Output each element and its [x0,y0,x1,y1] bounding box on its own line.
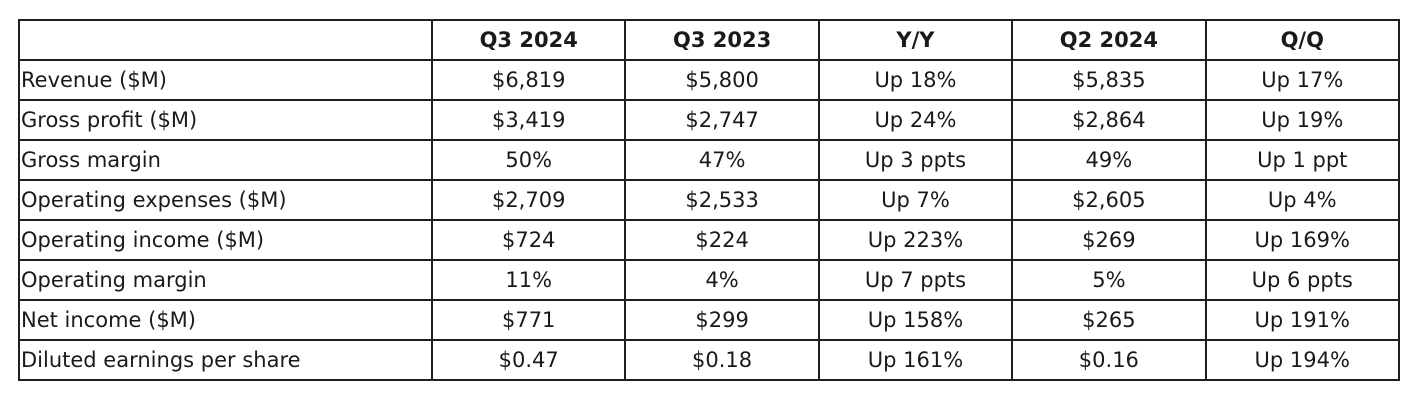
cell-yoy-change: Up 24% [817,99,1014,141]
cell-q3-2023-value: $224 [624,219,820,261]
cell-q3-2024-value: 11% [430,259,627,301]
cell-metric-label: Gross profit ($M) [18,99,433,141]
table-row: Gross margin 50% 47% Up 3 ppts 49% Up 1 ppt [18,139,1400,181]
cell-qoq-change: Up 6 ppts [1204,259,1400,301]
cell-q3-2024-value: $0.47 [430,339,627,381]
cell-qoq-change: Up 1 ppt [1204,139,1400,181]
cell-q3-2024-value: $771 [430,299,627,341]
cell-q2-2024-value: $269 [1011,219,1207,261]
cell-q3-2024-value: $6,819 [430,59,627,101]
table-body: Revenue ($M) $6,819 $5,800 Up 18% $5,835 Up 1… [18,59,1400,381]
cell-q3-2024-value: $724 [430,219,627,261]
cell-q2-2024-value: $265 [1011,299,1207,341]
header-cell-yoy: Y/Y [817,19,1014,61]
cell-qoq-change: Up 4% [1204,179,1400,221]
cell-metric-label: Operating expenses ($M) [18,179,433,221]
cell-q3-2023-value: $5,800 [624,59,820,101]
cell-q2-2024-value: $5,835 [1011,59,1207,101]
cell-q3-2024-value: 50% [430,139,627,181]
cell-qoq-change: Up 191% [1204,299,1400,341]
cell-qoq-change: Up 194% [1204,339,1400,381]
header-cell-metric [18,19,433,61]
table-row: Operating expenses ($M) $2,709 $2,533 Up 7%… [18,179,1400,221]
cell-q3-2023-value: 47% [624,139,820,181]
cell-q2-2024-value: $2,605 [1011,179,1207,221]
table-row: Operating margin 11% 4% Up 7 ppts 5% Up 6 ppt… [18,259,1400,301]
cell-q3-2023-value: 4% [624,259,820,301]
table-row: Operating income ($M) $724 $224 Up 223% $269… [18,219,1400,261]
cell-metric-label: Operating margin [18,259,433,301]
cell-yoy-change: Up 18% [817,59,1014,101]
cell-yoy-change: Up 7 ppts [817,259,1014,301]
cell-q2-2024-value: $0.16 [1011,339,1207,381]
cell-metric-label: Gross margin [18,139,433,181]
header-cell-qoq: Q/Q [1204,19,1400,61]
cell-yoy-change: Up 3 ppts [817,139,1014,181]
table-row: Gross profit ($M) $3,419 $2,747 Up 24% $2,86… [18,99,1400,141]
cell-metric-label: Net income ($M) [18,299,433,341]
cell-yoy-change: Up 7% [817,179,1014,221]
cell-metric-label: Diluted earnings per share [18,339,433,381]
cell-qoq-change: Up 19% [1204,99,1400,141]
table-row: Net income ($M) $771 $299 Up 158% $265 Up 191… [18,299,1400,341]
header-row: Q3 2024 Q3 2023 Y/Y Q2 2024 Q/Q [18,19,1400,61]
financial-summary-table: Q3 2024 Q3 2023 Y/Y Q2 2024 Q/Q Revenue … [18,19,1400,381]
cell-q3-2023-value: $2,747 [624,99,820,141]
header-cell-q2-2024: Q2 2024 [1011,19,1207,61]
cell-q2-2024-value: 5% [1011,259,1207,301]
cell-metric-label: Operating income ($M) [18,219,433,261]
table-row: Revenue ($M) $6,819 $5,800 Up 18% $5,835 Up 1… [18,59,1400,101]
header-cell-q3-2024: Q3 2024 [430,19,627,61]
cell-qoq-change: Up 169% [1204,219,1400,261]
cell-yoy-change: Up 158% [817,299,1014,341]
cell-metric-label: Revenue ($M) [18,59,433,101]
cell-q3-2023-value: $0.18 [624,339,820,381]
cell-qoq-change: Up 17% [1204,59,1400,101]
cell-q2-2024-value: $2,864 [1011,99,1207,141]
cell-q3-2023-value: $2,533 [624,179,820,221]
cell-yoy-change: Up 161% [817,339,1014,381]
header-cell-q3-2023: Q3 2023 [624,19,820,61]
cell-q2-2024-value: 49% [1011,139,1207,181]
table-row: Diluted earnings per share $0.47 $0.18 Up 1… [18,339,1400,381]
cell-q3-2023-value: $299 [624,299,820,341]
cell-yoy-change: Up 223% [817,219,1014,261]
cell-q3-2024-value: $3,419 [430,99,627,141]
cell-q3-2024-value: $2,709 [430,179,627,221]
